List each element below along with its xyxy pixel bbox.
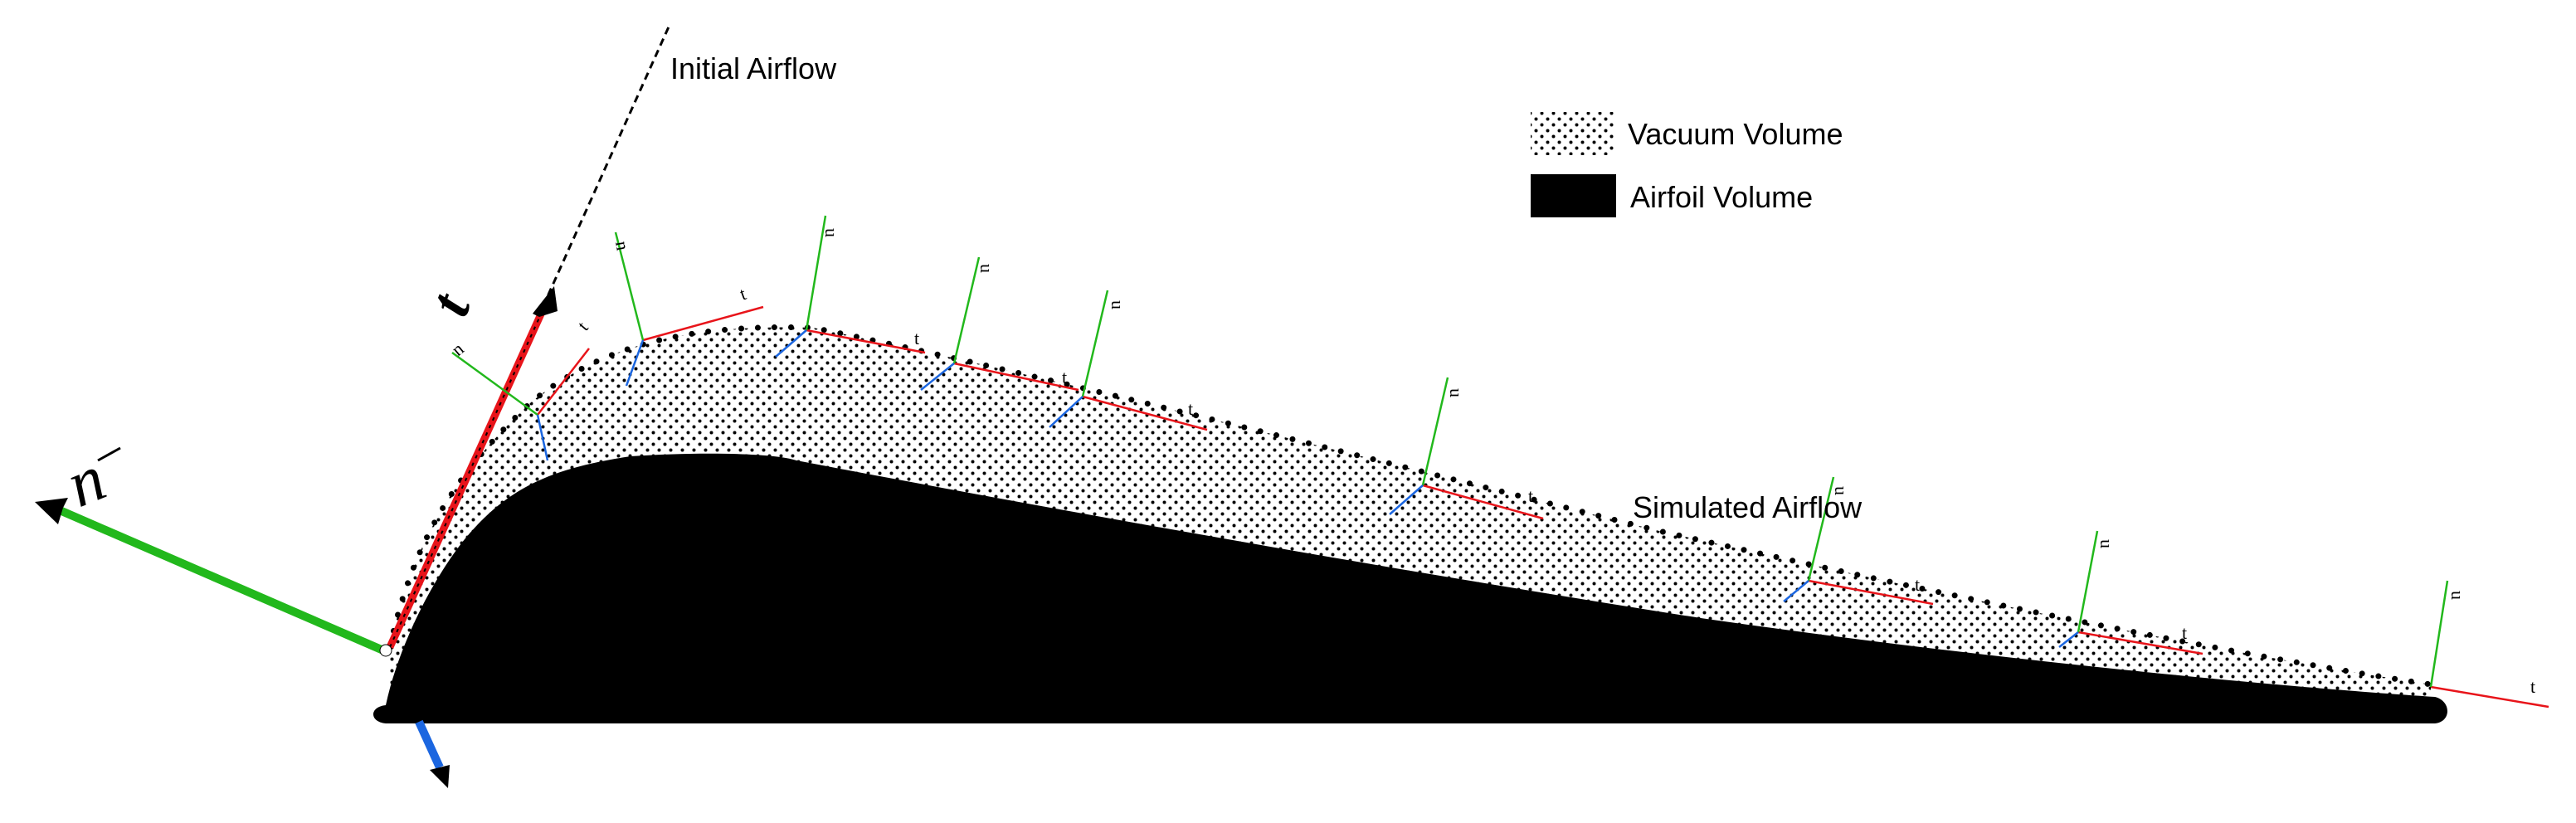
svg-text:t: t [1528, 485, 1533, 506]
svg-text:t: t [1915, 574, 1920, 595]
legend-vacuum-swatch [1531, 112, 1614, 155]
svg-text:u: u [976, 264, 997, 273]
svg-text:t: t [2530, 676, 2535, 697]
main-tangent-label: t [417, 284, 484, 324]
svg-text:u: u [1108, 300, 1128, 309]
initial-airflow-label: Initial Airflow [670, 51, 837, 85]
svg-text:u: u [1446, 388, 1467, 397]
main-normal-vector [58, 506, 385, 655]
main-tangent-arrowhead [533, 286, 558, 317]
svg-text:t: t [2182, 622, 2187, 643]
svg-text:u: u [1831, 486, 1852, 495]
simulated-airflow-label: Simulated Airflow [1633, 490, 1863, 524]
svg-text:t: t [1062, 367, 1067, 387]
svg-text:t: t [1188, 398, 1193, 419]
legend-airfoil-label: Airfoil Volume [1630, 180, 1813, 214]
svg-text:u: u [821, 228, 842, 237]
airfoil-volume-shape [373, 453, 2447, 723]
simulated-airflow-boundary [387, 324, 2434, 688]
legend-airfoil-swatch [1531, 174, 1616, 217]
svg-text:u: u [2447, 591, 2468, 600]
legend: Vacuum Volume Airfoil Volume [1531, 112, 1843, 217]
svg-text:u: u [2096, 539, 2117, 548]
bottom-velocity-vector [415, 719, 444, 770]
svg-text:n: n [447, 338, 467, 360]
boundary-vectors [451, 215, 2549, 709]
svg-text:t: t [573, 317, 592, 334]
leading-edge-point [379, 644, 392, 657]
main-normal-arrowhead [35, 498, 68, 524]
svg-text:t: t [737, 283, 748, 304]
svg-text:n: n [611, 240, 634, 252]
svg-text:t: t [914, 328, 919, 348]
legend-vacuum-label: Vacuum Volume [1628, 117, 1843, 151]
